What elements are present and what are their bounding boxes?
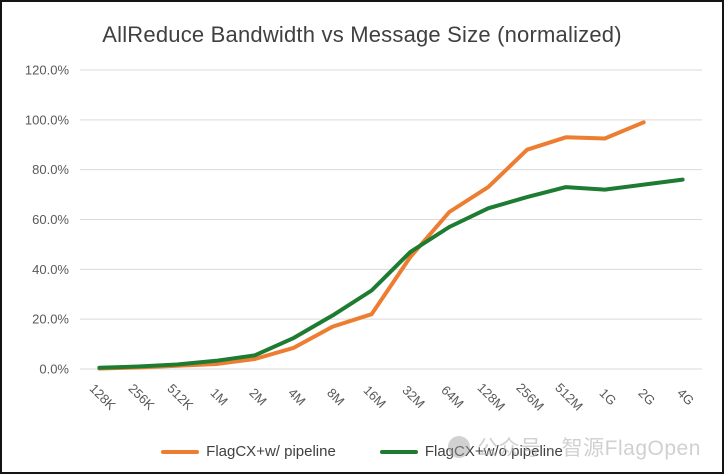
x-tick-label: 256K bbox=[125, 381, 157, 413]
x-tick-label: 128M bbox=[475, 380, 509, 414]
y-tick-label: 80.0% bbox=[32, 162, 69, 177]
y-tick-label: 120.0% bbox=[25, 63, 70, 78]
y-tick-label: 40.0% bbox=[32, 262, 69, 277]
series-line-flagcx-w-pipeline bbox=[97, 120, 646, 371]
legend-swatch bbox=[161, 449, 200, 454]
y-tick-label: 0.0% bbox=[39, 362, 69, 377]
x-tick-label: 16M bbox=[360, 383, 388, 411]
x-tick-label: 2G bbox=[635, 385, 658, 408]
x-tick-label: 128K bbox=[87, 381, 119, 413]
x-tick-label: 64M bbox=[438, 383, 466, 411]
x-tick-label: 1G bbox=[597, 385, 620, 408]
legend-item: FlagCX+w/ pipeline bbox=[161, 443, 336, 460]
x-tick-label: 512M bbox=[552, 380, 586, 414]
x-tick-label: 1M bbox=[208, 385, 231, 408]
legend-item: FlagCX+w/o pipeline bbox=[379, 443, 563, 460]
y-tick-label: 100.0% bbox=[25, 112, 70, 127]
legend: FlagCX+w/ pipeline FlagCX+w/o pipeline bbox=[2, 443, 722, 460]
legend-label: FlagCX+w/ pipeline bbox=[206, 443, 336, 460]
y-tick-label: 60.0% bbox=[32, 212, 69, 227]
x-tick-label: 4G bbox=[674, 385, 697, 408]
x-tick-label: 512K bbox=[164, 381, 196, 413]
y-tick-label: 20.0% bbox=[32, 312, 69, 327]
x-tick-label: 32M bbox=[399, 383, 427, 411]
x-tick-label: 256M bbox=[513, 380, 547, 414]
legend-label: FlagCX+w/o pipeline bbox=[424, 443, 563, 460]
series-line-flagcx-w-o-pipeline bbox=[97, 177, 685, 370]
legend-swatch bbox=[379, 449, 418, 454]
x-tick-label: 8M bbox=[324, 385, 347, 408]
chart-title: AllReduce Bandwidth vs Message Size (nor… bbox=[102, 22, 622, 47]
x-tick-label: 2M bbox=[246, 385, 269, 408]
x-tick-label: 4M bbox=[285, 385, 308, 408]
